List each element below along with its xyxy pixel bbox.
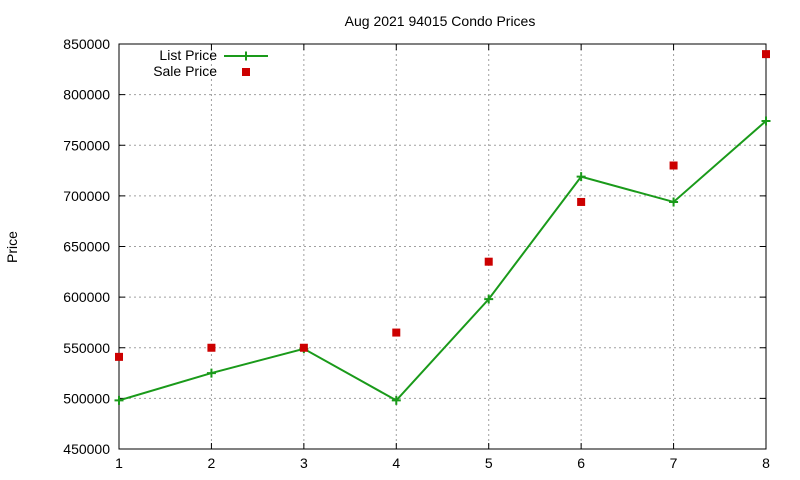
y-tick-label: 600000 bbox=[63, 289, 110, 305]
legend-marker-list-price bbox=[241, 51, 251, 61]
list-price-point bbox=[114, 395, 124, 405]
y-tick-label: 800000 bbox=[63, 87, 110, 103]
y-axis-label: Price bbox=[4, 231, 20, 263]
series-layer bbox=[114, 50, 771, 405]
x-tick-label: 4 bbox=[392, 455, 400, 471]
list-price-point bbox=[576, 172, 586, 182]
y-tick-label: 550000 bbox=[63, 340, 110, 356]
sale-price-point bbox=[762, 50, 770, 59]
x-tick-label: 1 bbox=[115, 455, 123, 471]
legend-label-sale-price: Sale Price bbox=[153, 63, 217, 79]
sale-price-point bbox=[392, 328, 401, 337]
x-tick-label: 7 bbox=[670, 455, 678, 471]
list-price-point bbox=[484, 294, 494, 304]
axes: 1 2 3 4 5 6 7 8 450000 500000 550000 600000 650000 70… bbox=[63, 36, 770, 471]
sale-price-point bbox=[484, 257, 493, 266]
x-tick-label: 6 bbox=[577, 455, 585, 471]
sale-price-point bbox=[669, 161, 678, 170]
legend-label-list-price: List Price bbox=[159, 47, 217, 63]
legend: List Price Sale Price bbox=[153, 47, 268, 79]
plot-frame bbox=[118, 43, 767, 450]
x-tick-label: 2 bbox=[208, 455, 216, 471]
chart-title: Aug 2021 94015 Condo Prices bbox=[345, 13, 536, 29]
y-tick-label: 450000 bbox=[63, 441, 110, 457]
sale-price-point bbox=[115, 352, 123, 361]
y-tick-label: 650000 bbox=[63, 239, 110, 255]
x-tick-label: 5 bbox=[485, 455, 493, 471]
y-tick-label: 750000 bbox=[63, 137, 110, 153]
list-price-point bbox=[391, 395, 401, 405]
sale-price-point bbox=[299, 343, 308, 352]
sale-price-point bbox=[207, 343, 216, 352]
y-tick-label: 500000 bbox=[63, 390, 110, 406]
list-price-line bbox=[118, 120, 767, 402]
list-price-point bbox=[206, 368, 216, 378]
legend-marker-sale-price bbox=[242, 68, 250, 76]
sale-price-point bbox=[577, 197, 586, 206]
grid bbox=[119, 44, 766, 449]
y-tick-label: 850000 bbox=[63, 36, 110, 52]
x-tick-label: 3 bbox=[300, 455, 308, 471]
y-tick-label: 700000 bbox=[63, 188, 110, 204]
list-price-point bbox=[761, 116, 771, 126]
list-price-point bbox=[669, 197, 679, 207]
x-tick-label: 8 bbox=[762, 455, 770, 471]
